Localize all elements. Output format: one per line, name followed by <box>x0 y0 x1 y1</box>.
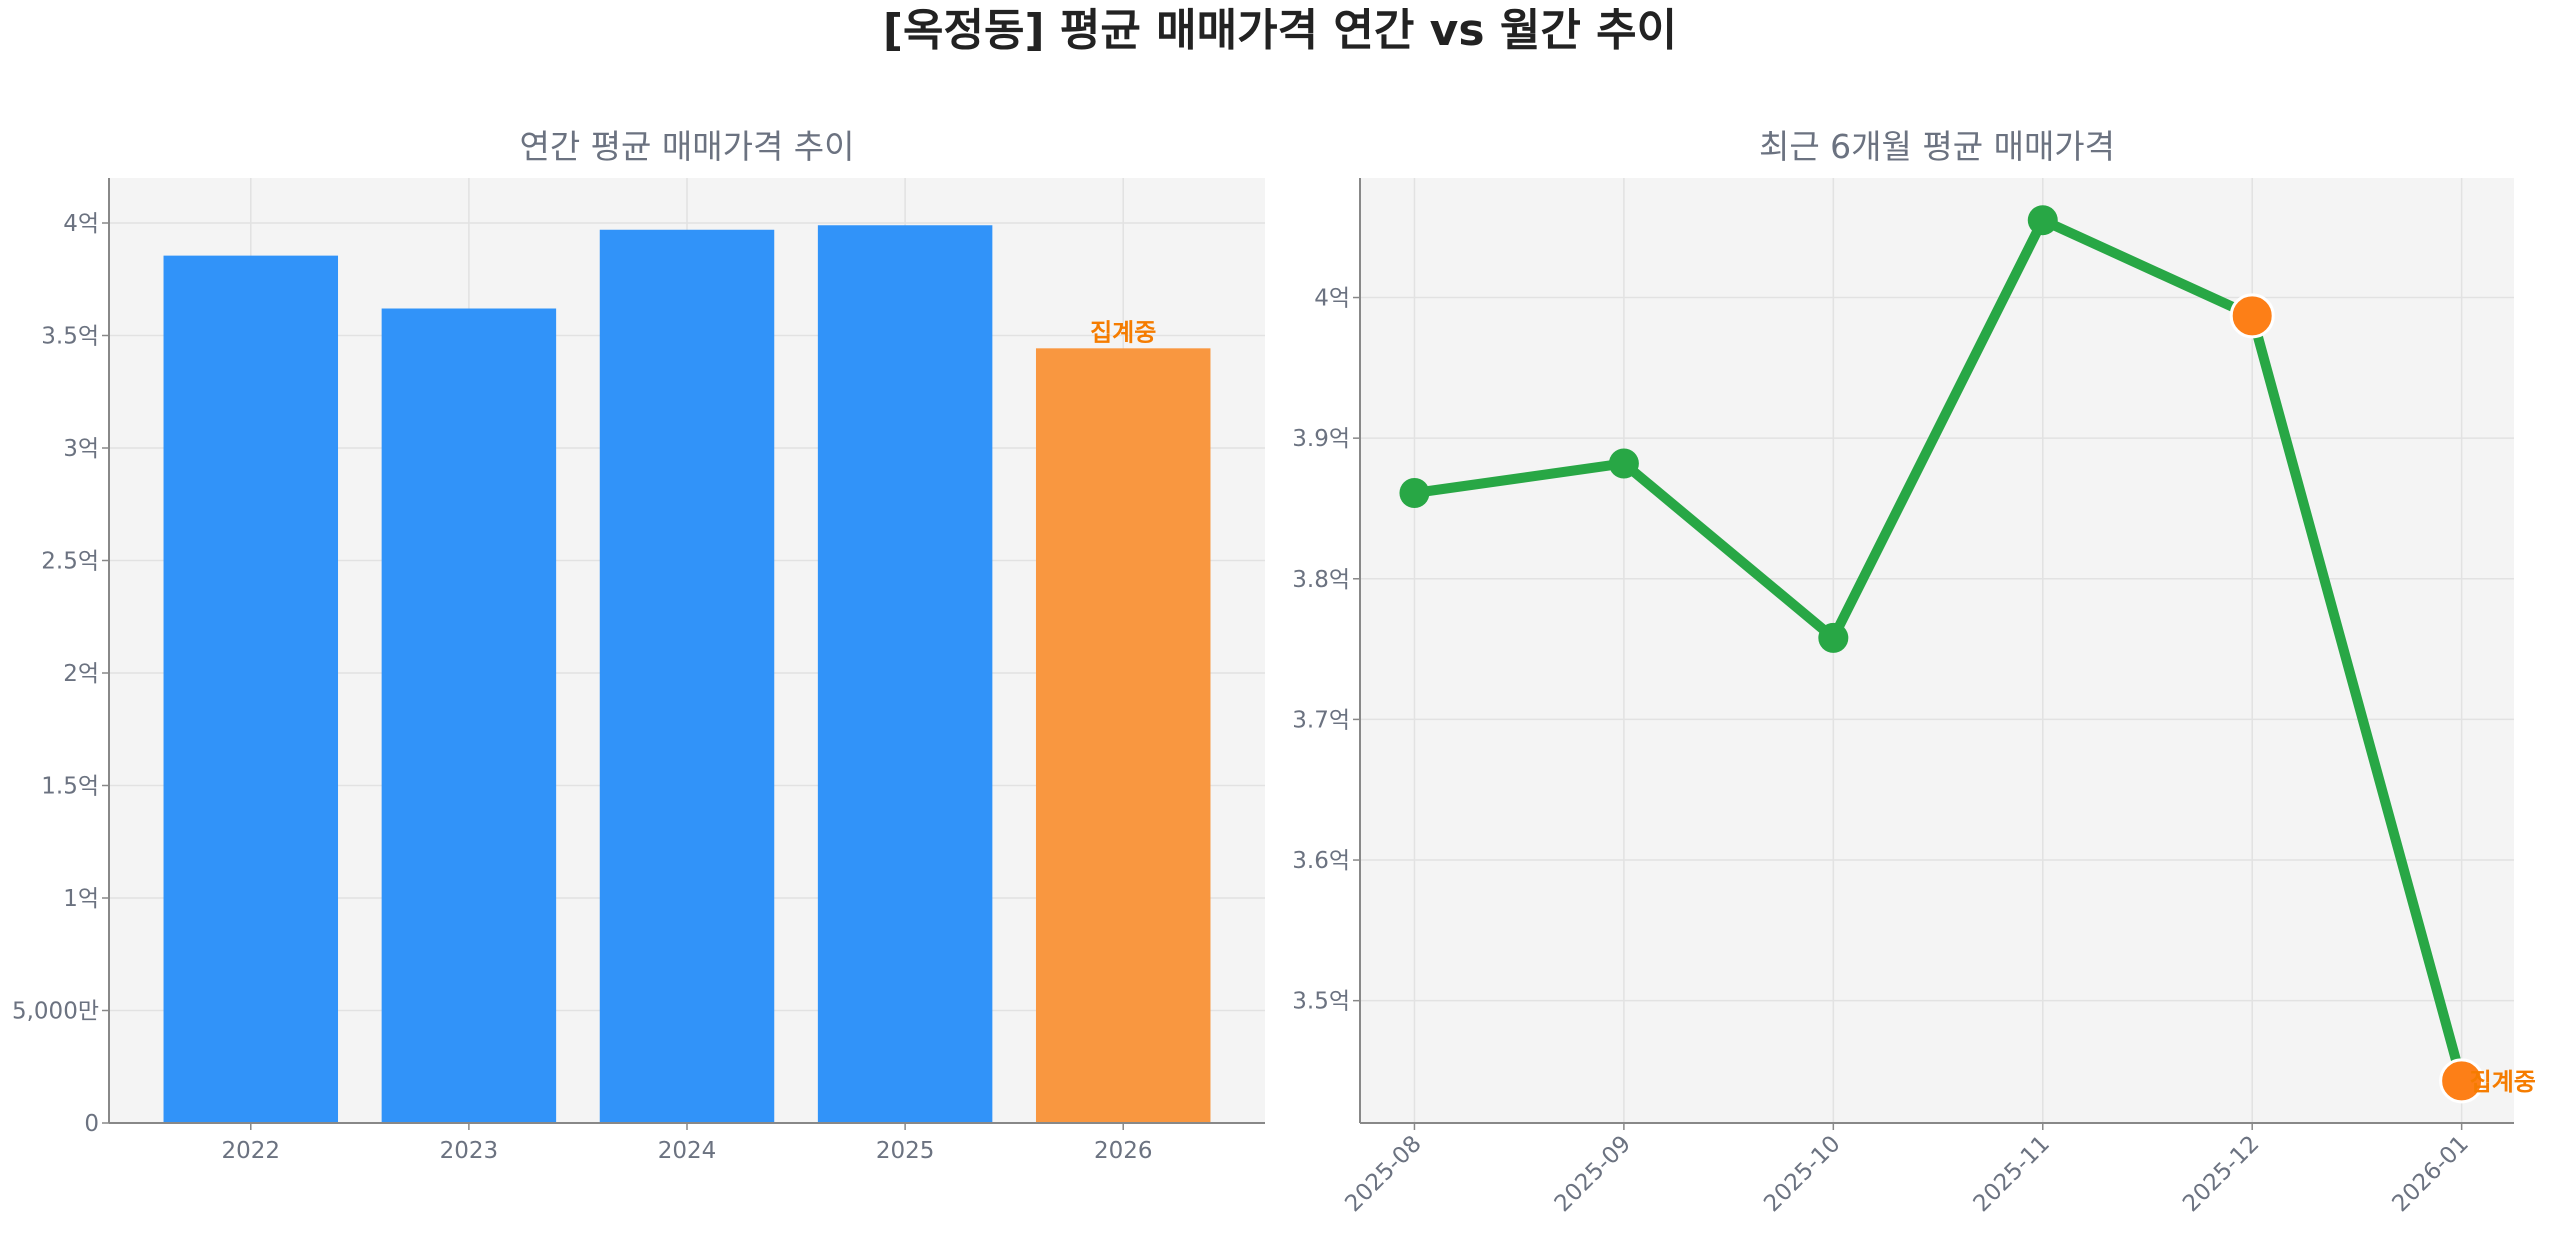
x-tick-label: 2023 <box>440 1138 499 1164</box>
y-tick-label: 3.9억 <box>1292 426 1350 452</box>
bar-2024 <box>599 229 775 1123</box>
x-tick-label: 2025-11 <box>1969 1131 2055 1217</box>
y-tick-label: 3.6억 <box>1292 848 1350 874</box>
x-tick-label: 2025-09 <box>1550 1131 1636 1217</box>
x-tick-label: 2026 <box>1094 1138 1153 1164</box>
plot-background <box>1360 178 2514 1123</box>
y-tick-label: 3.5억 <box>1292 989 1350 1015</box>
y-tick-label: 1.5억 <box>41 774 99 800</box>
x-tick-label: 2025-12 <box>2178 1131 2264 1217</box>
bar-annotation: 집계중 <box>1090 318 1156 346</box>
y-tick-label: 0 <box>84 1111 99 1137</box>
chart-title: 연간 평균 매매가격 추이 <box>519 127 854 166</box>
x-tick-label: 2025-10 <box>1759 1131 1845 1217</box>
x-tick-label: 2026-01 <box>2388 1131 2474 1217</box>
bar-2026 <box>1035 348 1211 1123</box>
bar-2022 <box>163 255 339 1123</box>
point-2025-10 <box>1818 622 1849 653</box>
x-tick-label: 2022 <box>222 1138 281 1164</box>
y-tick-label: 4억 <box>1314 286 1350 312</box>
point-2025-08 <box>1399 478 1430 508</box>
point-2025-12 <box>2229 293 2275 339</box>
y-tick-label: 1억 <box>63 886 99 912</box>
chart-title: 최근 6개월 평균 매매가격 <box>1759 127 2115 166</box>
x-tick-label: 2025 <box>876 1138 935 1164</box>
point-2025-09 <box>1608 448 1639 479</box>
y-tick-label: 3.5억 <box>41 324 99 350</box>
point-2025-11 <box>2027 205 2058 236</box>
y-tick-label: 3억 <box>63 436 99 462</box>
y-tick-label: 3.7억 <box>1292 707 1350 733</box>
y-tick-label: 2억 <box>63 661 99 687</box>
annual-bar-chart: 연간 평균 매매가격 추이 2022 2023 2024 2025 2026 0 5,000만… <box>12 127 1265 1164</box>
y-tick-label: 4억 <box>63 211 99 237</box>
point-annotation: 집계중 <box>2470 1068 2536 1096</box>
x-tick-label: 2024 <box>658 1138 717 1164</box>
y-tick-label: 3.8억 <box>1292 567 1350 593</box>
series-line <box>1413 215 2467 1083</box>
y-tick-label: 5,000만 <box>12 999 99 1025</box>
monthly-line-chart: 최근 6개월 평균 매매가격 2025-08 2025-09 2025-10 2025-… <box>1292 127 2536 1217</box>
y-tick-label: 2.5억 <box>41 549 99 575</box>
bar-2025 <box>817 225 993 1123</box>
bar-2023 <box>381 308 557 1123</box>
figure-title: [옥정동] 평균 매매가격 연간 vs 월간 추이 <box>883 5 1677 56</box>
point-2026-01 <box>2439 1058 2485 1104</box>
x-tick-label: 2025-08 <box>1340 1131 1426 1217</box>
